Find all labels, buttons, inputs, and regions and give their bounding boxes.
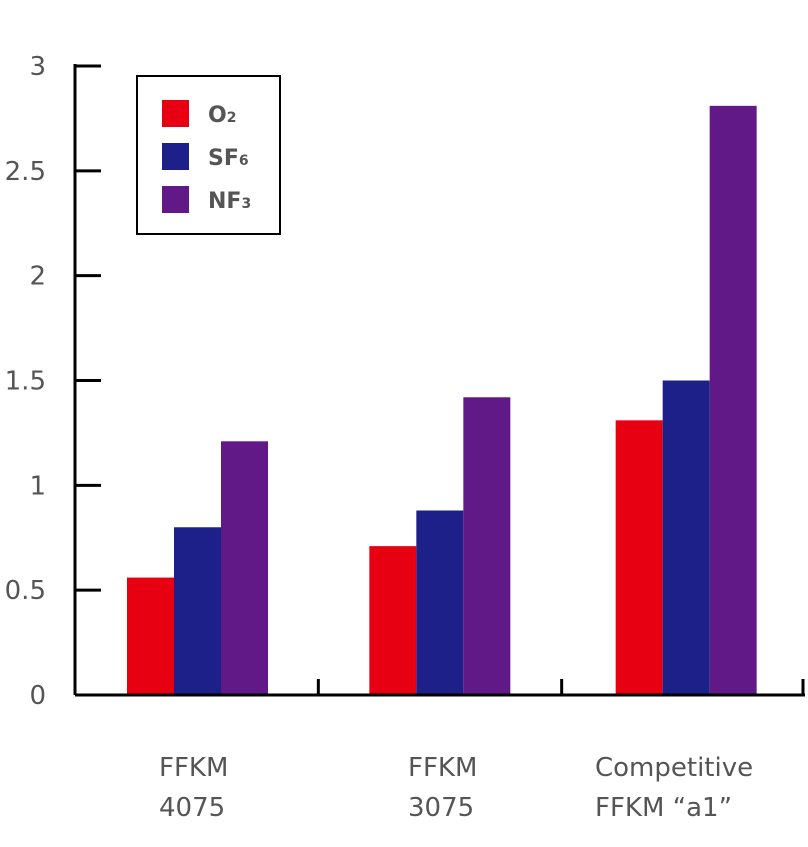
category-label-1: FFKM xyxy=(159,753,228,783)
bars-group xyxy=(127,105,757,695)
legend: O2 SF6 NF3 xyxy=(136,75,281,235)
y-tick-label: 0.5 xyxy=(5,576,46,606)
y-tick-label: 2.5 xyxy=(5,157,46,187)
bar-nf3-3 xyxy=(709,105,757,695)
y-tick-label: 1 xyxy=(29,471,46,501)
legend-label-o2: O2 xyxy=(208,103,236,128)
legend-swatch-o2 xyxy=(162,100,189,127)
legend-label-sf6: SF6 xyxy=(208,146,249,171)
bar-nf3-1 xyxy=(221,441,268,695)
y-tick-label: 0 xyxy=(29,681,46,711)
bar-o2-2 xyxy=(369,546,417,695)
y-tick-label: 2 xyxy=(29,262,46,292)
y-tick-label: 3 xyxy=(29,52,46,82)
category-label-2: 3075 xyxy=(408,793,474,823)
category-label-3: FFKM “a1” xyxy=(595,793,732,823)
bar-o2-1 xyxy=(127,577,174,695)
bar-o2-3 xyxy=(615,420,663,695)
category-label-3: Competitive xyxy=(595,753,753,783)
category-labels-group: FFKM 4075 FFKM 3075 Competitive FFKM “a1” xyxy=(159,753,753,823)
legend-swatch-sf6 xyxy=(162,143,189,170)
y-tick-label: 1.5 xyxy=(5,367,46,397)
legend-swatch-nf3 xyxy=(162,186,189,213)
bar-sf6-2 xyxy=(416,510,464,695)
category-label-2: FFKM xyxy=(408,753,477,783)
bar-sf6-1 xyxy=(174,527,221,695)
bar-nf3-2 xyxy=(463,397,511,695)
bar-sf6-3 xyxy=(662,380,710,695)
y-ticks-group: 0 0.5 1 1.5 2 2.5 3 xyxy=(5,52,101,711)
legend-label-nf3: NF3 xyxy=(208,189,251,214)
category-label-1: 4075 xyxy=(159,793,225,823)
legend-box xyxy=(136,75,281,235)
